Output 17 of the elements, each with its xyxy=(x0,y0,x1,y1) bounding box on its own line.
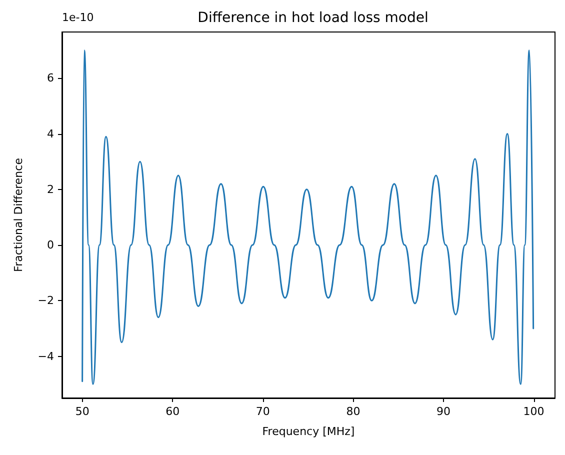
y-tick-label: −4 xyxy=(38,350,54,363)
text: 1e-10 xyxy=(62,11,94,24)
x-tick-label: 90 xyxy=(436,405,450,418)
y-tick-label: 2 xyxy=(47,182,54,196)
line-series xyxy=(82,50,534,385)
y-tick-label: 4 xyxy=(47,127,54,140)
x-tick-label: 100 xyxy=(523,405,544,418)
x-axis-title: Frequency [MHz] xyxy=(262,425,355,438)
chart-title: Difference in hot load loss model xyxy=(198,10,428,26)
y-tick-label: −2 xyxy=(38,294,54,308)
x-tick-label: 80 xyxy=(346,405,360,418)
y-tick-label: 0 xyxy=(47,238,54,252)
x-tick-label: 70 xyxy=(256,405,270,418)
y-tick-label: 6 xyxy=(47,72,54,85)
x-tick-label: 50 xyxy=(75,405,90,418)
x-tick-label: 60 xyxy=(166,405,180,418)
y-axis-title: Fractional Difference xyxy=(12,158,25,272)
